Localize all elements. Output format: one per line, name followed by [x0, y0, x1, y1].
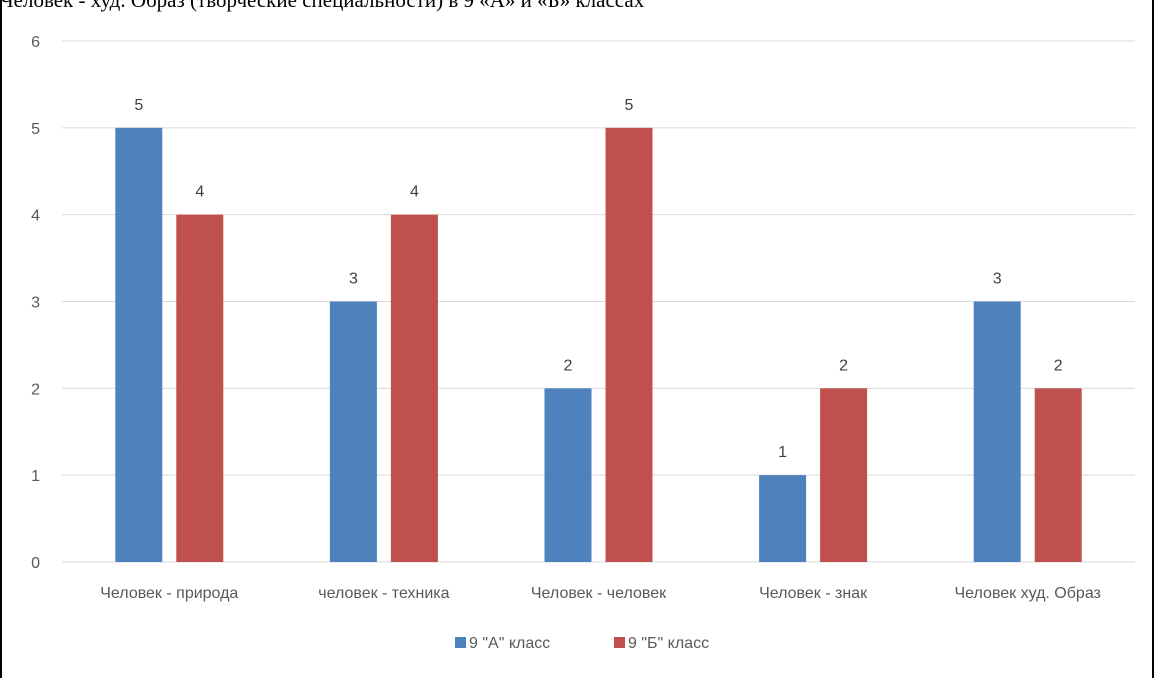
- data-label: 1: [778, 444, 787, 461]
- y-tick-label: 0: [31, 555, 40, 572]
- data-label: 4: [410, 184, 419, 201]
- bar-a-0: [115, 127, 163, 562]
- bar-b-4: [1034, 388, 1082, 562]
- y-tick-label: 5: [31, 121, 40, 138]
- data-label: 3: [993, 271, 1002, 288]
- bar-a-4: [973, 301, 1021, 562]
- y-tick-label: 1: [31, 468, 40, 485]
- data-label: 5: [625, 97, 634, 114]
- x-category-label: Человек худ. Образ: [955, 585, 1101, 602]
- data-label: 3: [349, 271, 358, 288]
- clipped-header-text: Человек - худ. Образ (творческие специал…: [0, 0, 645, 12]
- bar-b-0: [176, 214, 224, 562]
- legend-label: 9 "А" класс: [469, 635, 550, 652]
- bar-b-2: [605, 127, 653, 562]
- x-category-label: Человек - человек: [531, 585, 667, 602]
- data-label: 2: [839, 357, 848, 374]
- y-tick-label: 2: [31, 381, 40, 398]
- data-label: 5: [134, 97, 143, 114]
- y-tick-label: 4: [31, 208, 40, 225]
- bar-a-1: [329, 301, 377, 562]
- y-tick-label: 3: [31, 295, 40, 312]
- data-label: 4: [195, 184, 204, 201]
- bar-a-2: [544, 388, 592, 562]
- bar-a-3: [759, 475, 807, 562]
- bar-b-1: [390, 214, 438, 562]
- data-label: 2: [564, 357, 573, 374]
- y-tick-label: 6: [31, 34, 40, 51]
- x-category-label: Человек - природа: [100, 585, 238, 602]
- bar-b-3: [820, 388, 868, 562]
- legend-swatch-b: [614, 637, 625, 648]
- legend-label: 9 "Б" класс: [628, 635, 709, 652]
- x-category-label: человек - техника: [318, 585, 449, 602]
- legend-swatch-a: [455, 637, 466, 648]
- x-category-label: Человек - знак: [759, 585, 868, 602]
- data-label: 2: [1054, 357, 1063, 374]
